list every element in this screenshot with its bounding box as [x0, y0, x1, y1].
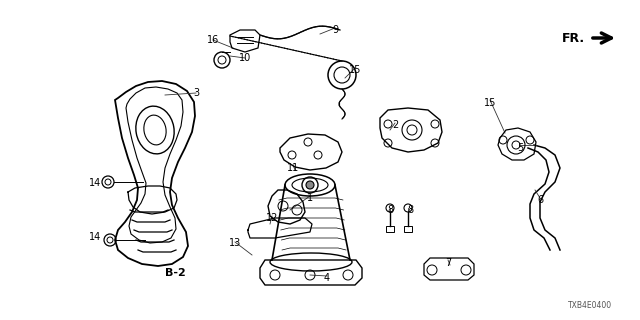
- Text: 15: 15: [484, 98, 496, 108]
- Text: 11: 11: [287, 163, 299, 173]
- Text: 1: 1: [307, 193, 313, 203]
- Text: 9: 9: [332, 25, 338, 35]
- Text: 8: 8: [407, 205, 413, 215]
- Text: 14: 14: [89, 232, 101, 242]
- Text: 7: 7: [445, 258, 451, 268]
- Text: 4: 4: [324, 273, 330, 283]
- Text: 3: 3: [193, 88, 199, 98]
- Circle shape: [306, 181, 314, 189]
- Text: 12: 12: [266, 213, 278, 223]
- Text: 5: 5: [517, 143, 523, 153]
- Text: FR.: FR.: [562, 31, 585, 44]
- Text: 8: 8: [387, 205, 393, 215]
- Text: 10: 10: [239, 53, 251, 63]
- Text: B-2: B-2: [164, 268, 186, 278]
- Text: 13: 13: [229, 238, 241, 248]
- Text: 6: 6: [537, 195, 543, 205]
- Text: 2: 2: [392, 120, 398, 130]
- Text: 16: 16: [207, 35, 219, 45]
- Text: 15: 15: [349, 65, 361, 75]
- Text: TXB4E0400: TXB4E0400: [568, 300, 612, 309]
- Text: 14: 14: [89, 178, 101, 188]
